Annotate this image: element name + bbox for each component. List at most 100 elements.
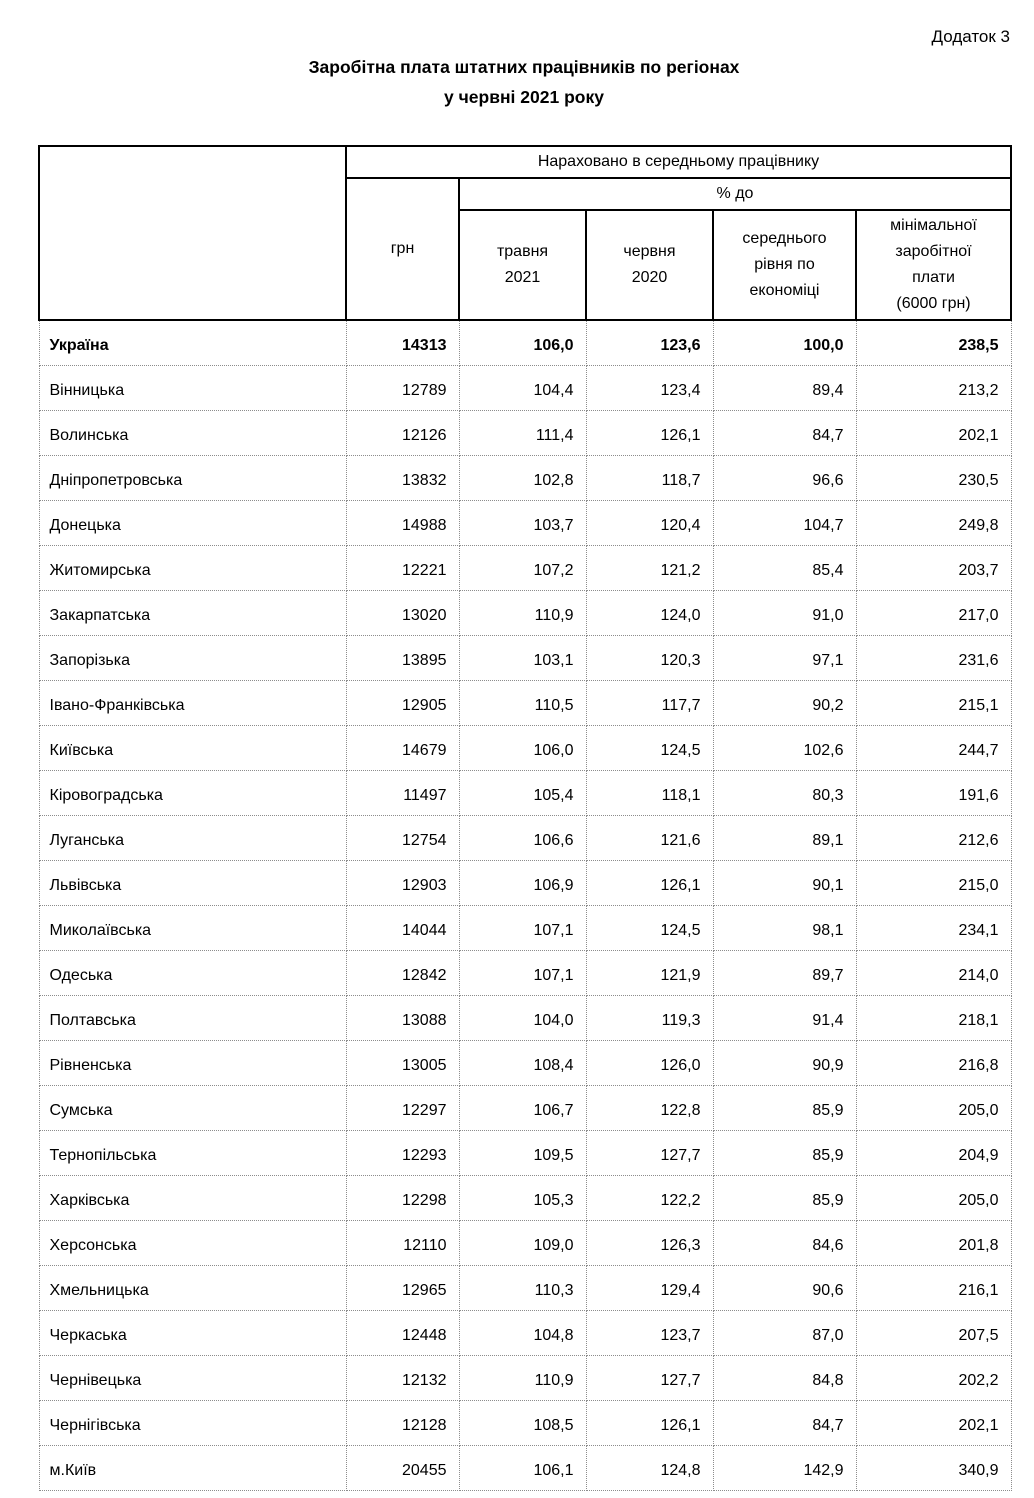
- table-row: Україна 14313 106,0 123,6 100,0 238,5: [38, 319, 1012, 366]
- value-cell: 244,7: [855, 724, 1012, 771]
- value-cell: 213,2: [855, 364, 1012, 411]
- value-cell: 122,2: [585, 1174, 714, 1221]
- region-cell: Полтавська: [38, 994, 347, 1041]
- value-cell: 98,1: [712, 904, 857, 951]
- value-cell: 84,7: [712, 1399, 857, 1446]
- region-cell: Івано-Франківська: [38, 679, 347, 726]
- value-cell: 96,6: [712, 454, 857, 501]
- title-line-2: у червні 2021 року: [444, 87, 604, 107]
- value-cell: 124,5: [585, 904, 714, 951]
- header-group-percent: % до: [458, 177, 1012, 211]
- region-cell: м.Київ: [38, 1444, 347, 1491]
- region-cell: Тернопільська: [38, 1129, 347, 1176]
- value-cell: 205,0: [855, 1174, 1012, 1221]
- value-cell: 107,1: [458, 904, 587, 951]
- value-cell: 12298: [345, 1174, 460, 1221]
- value-cell: 230,5: [855, 454, 1012, 501]
- region-column-header: [38, 145, 347, 321]
- value-cell: 217,0: [855, 589, 1012, 636]
- value-cell: 90,9: [712, 1039, 857, 1086]
- value-cell: 204,9: [855, 1129, 1012, 1176]
- value-cell: 103,7: [458, 499, 587, 546]
- value-cell: 203,7: [855, 544, 1012, 591]
- value-cell: 104,0: [458, 994, 587, 1041]
- value-cell: 124,8: [585, 1444, 714, 1491]
- value-cell: 118,1: [585, 769, 714, 816]
- table-row: Луганська 12754 106,6 121,6 89,1 212,6: [38, 814, 1012, 861]
- value-cell: 123,4: [585, 364, 714, 411]
- region-cell: Харківська: [38, 1174, 347, 1221]
- value-cell: 12128: [345, 1399, 460, 1446]
- value-cell: 12293: [345, 1129, 460, 1176]
- value-cell: 91,4: [712, 994, 857, 1041]
- appendix-label: Додаток 3: [931, 27, 1010, 46]
- value-cell: 127,7: [585, 1129, 714, 1176]
- value-cell: 121,9: [585, 949, 714, 996]
- header-group-accrued: Нараховано в середньому працівнику: [345, 145, 1012, 179]
- value-cell: 126,3: [585, 1219, 714, 1266]
- value-cell: 234,1: [855, 904, 1012, 951]
- table-row: Одеська 12842 107,1 121,9 89,7 214,0: [38, 949, 1012, 996]
- value-cell: 120,3: [585, 634, 714, 681]
- region-cell: Миколаївська: [38, 904, 347, 951]
- value-cell: 20455: [345, 1444, 460, 1491]
- table-row: м.Київ 20455 106,1 124,8 142,9 340,9: [38, 1444, 1012, 1491]
- value-cell: 122,8: [585, 1084, 714, 1131]
- header-col-uah: грн: [345, 177, 460, 321]
- table-row: Кіровоградська 11497 105,4 118,1 80,3 191,6: [38, 769, 1012, 816]
- value-cell: 109,5: [458, 1129, 587, 1176]
- value-cell: 12842: [345, 949, 460, 996]
- document-title: Заробітна плата штатних працівників по р…: [38, 52, 1010, 112]
- value-cell: 105,4: [458, 769, 587, 816]
- value-cell: 12754: [345, 814, 460, 861]
- value-cell: 109,0: [458, 1219, 587, 1266]
- value-cell: 201,8: [855, 1219, 1012, 1266]
- table-row: Закарпатська 13020 110,9 124,0 91,0 217,0: [38, 589, 1012, 636]
- value-cell: 124,5: [585, 724, 714, 771]
- value-cell: 129,4: [585, 1264, 714, 1311]
- value-cell: 80,3: [712, 769, 857, 816]
- value-cell: 14313: [345, 319, 460, 366]
- region-cell: Донецька: [38, 499, 347, 546]
- table-row: Київська 14679 106,0 124,5 102,6 244,7: [38, 724, 1012, 771]
- value-cell: 110,9: [458, 1354, 587, 1401]
- value-cell: 216,1: [855, 1264, 1012, 1311]
- value-cell: 104,7: [712, 499, 857, 546]
- value-cell: 124,0: [585, 589, 714, 636]
- table-row: Львівська 12903 106,9 126,1 90,1 215,0: [38, 859, 1012, 906]
- value-cell: 13895: [345, 634, 460, 681]
- value-cell: 12221: [345, 544, 460, 591]
- region-cell: Хмельницька: [38, 1264, 347, 1311]
- table-row: Дніпропетровська 13832 102,8 118,7 96,6 230,5: [38, 454, 1012, 501]
- value-cell: 13005: [345, 1039, 460, 1086]
- value-cell: 102,6: [712, 724, 857, 771]
- header-col-economy-average: середнього рівня по економіці: [712, 209, 857, 321]
- value-cell: 215,1: [855, 679, 1012, 726]
- region-cell: Запорізька: [38, 634, 347, 681]
- region-cell: Волинська: [38, 409, 347, 456]
- salary-table: Нараховано в середньому працівнику грн %…: [38, 145, 1012, 1491]
- value-cell: 106,0: [458, 319, 587, 366]
- region-cell: Херсонська: [38, 1219, 347, 1266]
- table-row: Чернігівська 12128 108,5 126,1 84,7 202,1: [38, 1399, 1012, 1446]
- table-row: Запорізька 13895 103,1 120,3 97,1 231,6: [38, 634, 1012, 681]
- value-cell: 110,3: [458, 1264, 587, 1311]
- value-cell: 126,0: [585, 1039, 714, 1086]
- value-cell: 207,5: [855, 1309, 1012, 1356]
- value-cell: 121,6: [585, 814, 714, 861]
- value-cell: 84,6: [712, 1219, 857, 1266]
- region-cell: Дніпропетровська: [38, 454, 347, 501]
- value-cell: 126,1: [585, 1399, 714, 1446]
- table-row: Житомирська 12221 107,2 121,2 85,4 203,7: [38, 544, 1012, 591]
- value-cell: 127,7: [585, 1354, 714, 1401]
- value-cell: 13088: [345, 994, 460, 1041]
- region-cell: Житомирська: [38, 544, 347, 591]
- value-cell: 89,7: [712, 949, 857, 996]
- value-cell: 97,1: [712, 634, 857, 681]
- value-cell: 13832: [345, 454, 460, 501]
- value-cell: 123,6: [585, 319, 714, 366]
- table-row: Волинська 12126 111,4 126,1 84,7 202,1: [38, 409, 1012, 456]
- value-cell: 85,9: [712, 1129, 857, 1176]
- value-cell: 12132: [345, 1354, 460, 1401]
- value-cell: 12789: [345, 364, 460, 411]
